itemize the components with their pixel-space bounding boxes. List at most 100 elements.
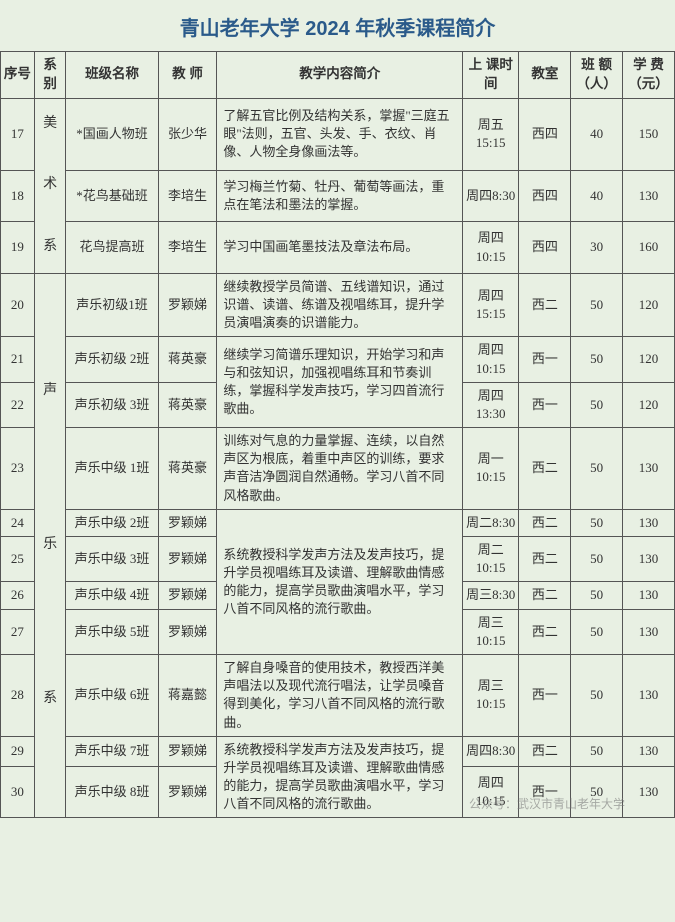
dept-art-label: 美术系 (43, 116, 57, 254)
cell-seq: 25 (1, 537, 35, 582)
cell-class: 声乐初级 3班 (66, 382, 158, 427)
table-row: 28 声乐中级 6班 蒋嘉懿 了解自身嗓音的使用技术，教授西洋美声唱法以及现代流… (1, 654, 675, 736)
cell-cap: 50 (571, 428, 623, 510)
cell-dept-music: 声乐系 (34, 273, 66, 818)
cell-room: 西二 (519, 509, 571, 536)
cell-room: 西二 (519, 582, 571, 609)
table-row: 24 声乐中级 2班 罗颖娣 系统教授科学发声方法及发声技巧，提升学员视唱练耳及… (1, 509, 675, 536)
cell-room: 西二 (519, 428, 571, 510)
cell-class: 声乐初级 2班 (66, 337, 158, 382)
cell-class: 声乐初级1班 (66, 273, 158, 337)
cell-desc: 继续教授学员简谱、五线谱知识，通过识谱、读谱、练谱及视唱练耳，提升学员演唱演奏的… (217, 273, 463, 337)
cell-time: 周四8:30 (463, 170, 519, 221)
cell-teacher: 罗颖娣 (158, 537, 217, 582)
cell-room: 西四 (519, 222, 571, 273)
cell-cap: 40 (571, 98, 623, 170)
cell-room: 西四 (519, 98, 571, 170)
cell-fee: 130 (623, 582, 675, 609)
cell-seq: 24 (1, 509, 35, 536)
cell-fee: 130 (623, 767, 675, 818)
cell-fee: 160 (623, 222, 675, 273)
cell-cap: 40 (571, 170, 623, 221)
cell-cap: 50 (571, 609, 623, 654)
cell-room: 西二 (519, 537, 571, 582)
cell-class: 声乐中级 3班 (66, 537, 158, 582)
page-container: 青山老年大学 2024 年秋季课程简介 序号 系别 班级名称 教 师 教学内容简… (0, 0, 675, 818)
cell-cap: 50 (571, 654, 623, 736)
cell-seq: 18 (1, 170, 35, 221)
table-row: 18 *花鸟基础班 李培生 学习梅兰竹菊、牡丹、葡萄等画法，重点在笔法和墨法的掌… (1, 170, 675, 221)
cell-fee: 130 (623, 654, 675, 736)
cell-fee: 130 (623, 537, 675, 582)
cell-seq: 26 (1, 582, 35, 609)
table-header-row: 序号 系别 班级名称 教 师 教学内容简介 上 课时 间 教室 班 额（人） 学… (1, 52, 675, 99)
cell-teacher: 罗颖娣 (158, 273, 217, 337)
cell-room: 西一 (519, 382, 571, 427)
cell-class: 声乐中级 6班 (66, 654, 158, 736)
cell-fee: 130 (623, 509, 675, 536)
cell-time: 周四15:15 (463, 273, 519, 337)
cell-time: 周五15:15 (463, 98, 519, 170)
cell-time: 周三10:15 (463, 654, 519, 736)
cell-room: 西一 (519, 767, 571, 818)
cell-fee: 120 (623, 382, 675, 427)
dept-music-label: 声乐系 (43, 383, 57, 706)
cell-fee: 150 (623, 98, 675, 170)
cell-time: 周二8:30 (463, 509, 519, 536)
cell-desc-merged: 继续学习简谱乐理知识，开始学习和声与和弦知识，加强视唱练耳和节奏训练，掌握科学发… (217, 337, 463, 428)
th-seq: 序号 (1, 52, 35, 99)
cell-cap: 50 (571, 382, 623, 427)
cell-class: 声乐中级 1班 (66, 428, 158, 510)
table-row: 21 声乐初级 2班 蒋英豪 继续学习简谱乐理知识，开始学习和声与和弦知识，加强… (1, 337, 675, 382)
cell-desc: 学习梅兰竹菊、牡丹、葡萄等画法，重点在笔法和墨法的掌握。 (217, 170, 463, 221)
cell-desc-merged: 系统教授科学发声方法及发声技巧，提升学员视唱练耳及读谱、理解歌曲情感的能力，提高… (217, 509, 463, 654)
cell-desc: 训练对气息的力量掌握、连续，以自然声区为根底，着重中声区的训练，要求声音洁净圆润… (217, 428, 463, 510)
cell-fee: 130 (623, 736, 675, 767)
cell-time: 周四10:15 (463, 767, 519, 818)
cell-fee: 130 (623, 428, 675, 510)
cell-seq: 27 (1, 609, 35, 654)
cell-time: 周三10:15 (463, 609, 519, 654)
cell-time: 周二10:15 (463, 537, 519, 582)
cell-cap: 50 (571, 582, 623, 609)
cell-class: 声乐中级 4班 (66, 582, 158, 609)
cell-seq: 30 (1, 767, 35, 818)
cell-desc: 了解自身嗓音的使用技术，教授西洋美声唱法以及现代流行唱法，让学员嗓音得到美化，学… (217, 654, 463, 736)
cell-class: 声乐中级 7班 (66, 736, 158, 767)
cell-seq: 20 (1, 273, 35, 337)
cell-seq: 19 (1, 222, 35, 273)
cell-fee: 130 (623, 170, 675, 221)
cell-class: 声乐中级 8班 (66, 767, 158, 818)
cell-cap: 50 (571, 273, 623, 337)
cell-seq: 23 (1, 428, 35, 510)
cell-desc: 了解五官比例及结构关系，掌握"三庭五眼"法则，五官、头发、手、衣纹、肖像、人物全… (217, 98, 463, 170)
cell-teacher: 罗颖娣 (158, 609, 217, 654)
cell-teacher: 罗颖娣 (158, 767, 217, 818)
cell-room: 西一 (519, 337, 571, 382)
cell-teacher: 蒋英豪 (158, 337, 217, 382)
cell-class: 花鸟提高班 (66, 222, 158, 273)
cell-desc-merged: 系统教授科学发声方法及发声技巧，提升学员视唱练耳及读谱、理解歌曲情感的能力，提高… (217, 736, 463, 818)
cell-teacher: 蒋英豪 (158, 428, 217, 510)
cell-seq: 22 (1, 382, 35, 427)
cell-seq: 29 (1, 736, 35, 767)
table-row: 29 声乐中级 7班 罗颖娣 系统教授科学发声方法及发声技巧，提升学员视唱练耳及… (1, 736, 675, 767)
cell-seq: 28 (1, 654, 35, 736)
cell-seq: 21 (1, 337, 35, 382)
cell-teacher: 李培生 (158, 222, 217, 273)
th-teacher: 教 师 (158, 52, 217, 99)
table-row: 23 声乐中级 1班 蒋英豪 训练对气息的力量掌握、连续，以自然声区为根底，着重… (1, 428, 675, 510)
cell-class: 声乐中级 5班 (66, 609, 158, 654)
cell-room: 西一 (519, 654, 571, 736)
cell-cap: 50 (571, 337, 623, 382)
cell-teacher: 李培生 (158, 170, 217, 221)
th-cap: 班 额（人） (571, 52, 623, 99)
page-title: 青山老年大学 2024 年秋季课程简介 (0, 0, 675, 51)
cell-room: 西四 (519, 170, 571, 221)
th-fee: 学 费（元） (623, 52, 675, 99)
th-dept: 系别 (34, 52, 66, 99)
cell-class: *花鸟基础班 (66, 170, 158, 221)
cell-class: *国画人物班 (66, 98, 158, 170)
cell-cap: 50 (571, 736, 623, 767)
course-table: 序号 系别 班级名称 教 师 教学内容简介 上 课时 间 教室 班 额（人） 学… (0, 51, 675, 818)
